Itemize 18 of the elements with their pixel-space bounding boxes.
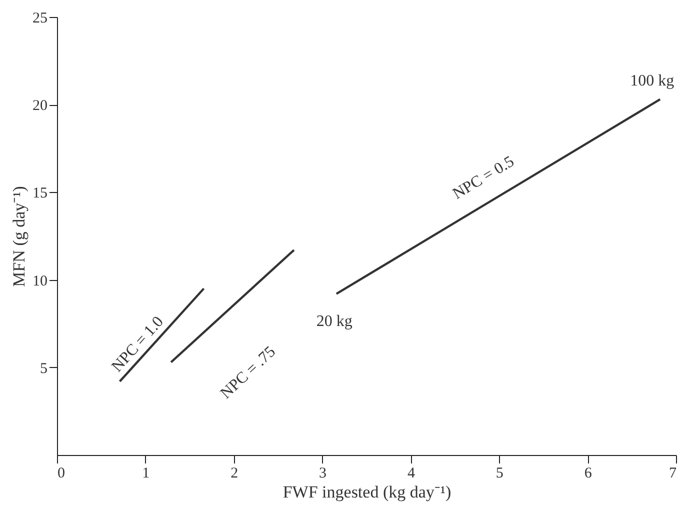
y-axis-title: MFN (g day⁻¹) [10, 186, 28, 287]
x-tick-label: 0 [58, 466, 65, 482]
annotation: 100 kg [630, 72, 674, 90]
x-tick-label: 5 [496, 466, 504, 482]
y-tick-label: 25 [32, 10, 48, 26]
annotation: 20 kg [316, 312, 352, 330]
y-tick-label: 10 [32, 273, 48, 290]
y-tick-label: 15 [32, 186, 48, 202]
x-tick-label: 7 [669, 466, 677, 482]
text: NPC = 0.5 [450, 153, 518, 203]
y-tick-label: 5 [40, 360, 48, 377]
y-tick-label: 20 [32, 98, 48, 114]
x-tick-label: 1 [142, 466, 150, 482]
x-tick-label: 4 [407, 466, 416, 482]
x-tick-label: 2 [230, 466, 238, 482]
x-tick-label: 6 [584, 466, 592, 482]
x-tick-label: 3 [319, 466, 327, 482]
x-axis-title: FWF ingested (kg day⁻¹) [282, 482, 452, 502]
